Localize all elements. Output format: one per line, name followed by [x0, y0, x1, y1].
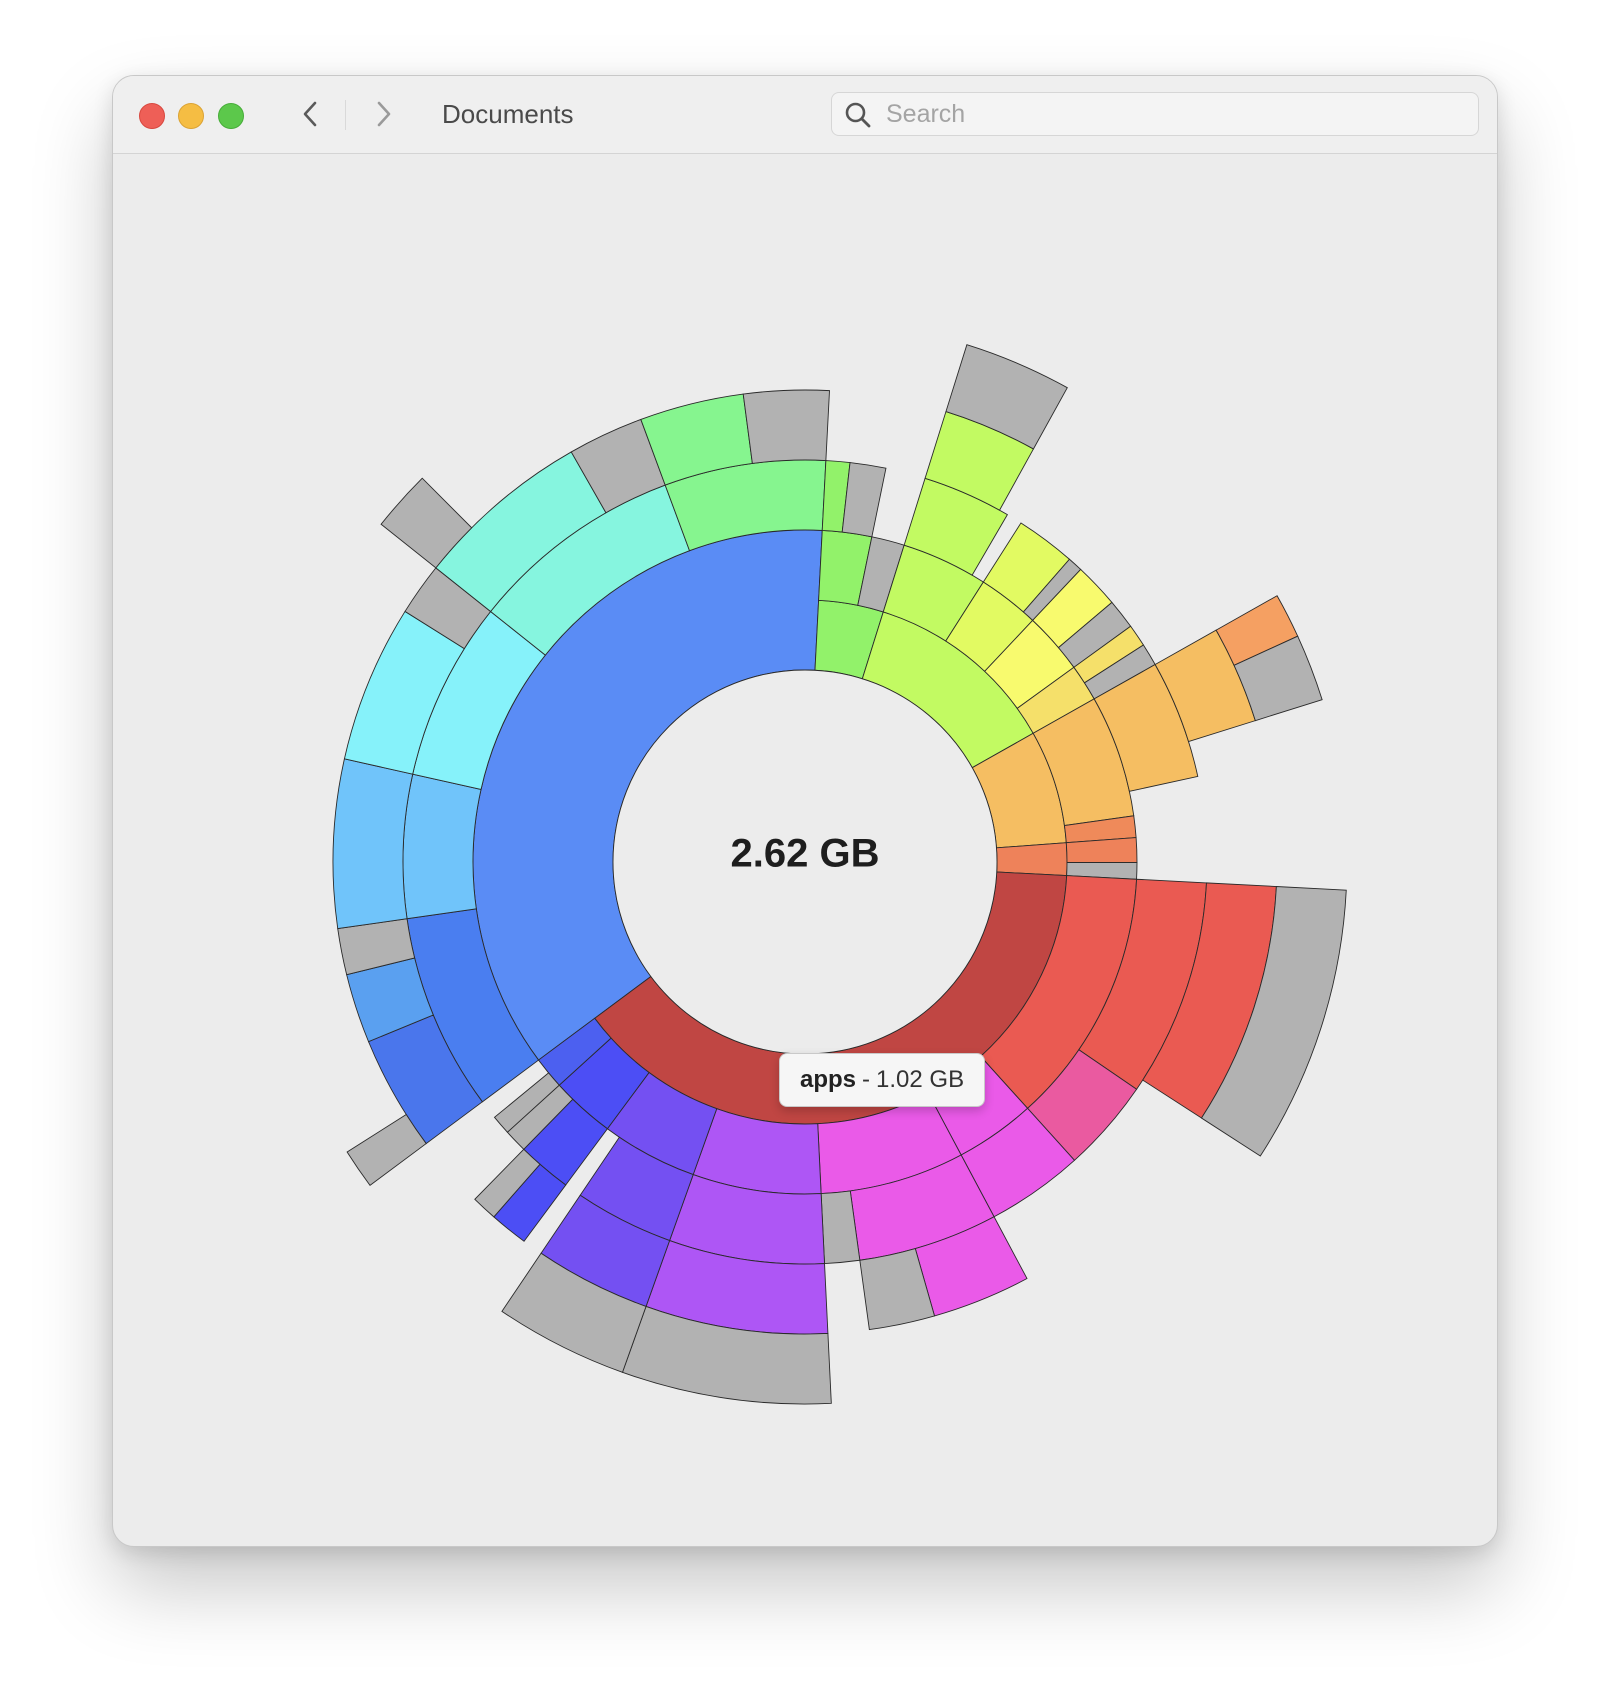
total-size-label: 2.62 GB [730, 831, 880, 876]
segment-13[interactable] [380, 477, 473, 569]
chevron-left-icon [303, 101, 317, 127]
content-area: 2.62 GB apps - 1.02 GB [113, 154, 1497, 1546]
segment-3[interactable] [346, 1113, 427, 1186]
close-button[interactable] [139, 103, 165, 129]
zoom-button[interactable] [218, 103, 244, 129]
search-input[interactable] [884, 97, 1468, 131]
app-window: Documents 2.62 GB apps - 1.02 GB [112, 75, 1498, 1547]
hover-tooltip: apps - 1.02 GB [779, 1053, 986, 1107]
sunburst-chart [332, 344, 1347, 1405]
segment-73[interactable] [493, 1072, 560, 1133]
tooltip-separator: - [862, 1066, 871, 1093]
search-icon [845, 102, 871, 128]
back-button[interactable] [292, 96, 328, 132]
title-bar: Documents [113, 76, 1497, 154]
segment-21[interactable] [841, 462, 887, 538]
minimize-button[interactable] [178, 103, 204, 129]
segment-6[interactable] [402, 773, 482, 920]
segment-17[interactable] [742, 389, 830, 464]
segment-42[interactable] [1233, 635, 1323, 722]
search-field[interactable] [831, 92, 1479, 136]
segment-44[interactable] [995, 842, 1068, 877]
chevron-right-icon [377, 101, 391, 127]
nav-separator [345, 100, 346, 130]
window-title: Documents [442, 99, 574, 129]
segment-7[interactable] [332, 758, 414, 930]
segment-66[interactable] [501, 1252, 647, 1373]
segment-50[interactable] [1200, 886, 1347, 1157]
segment-27[interactable] [945, 344, 1068, 450]
tooltip-size: 1.02 GB [876, 1066, 965, 1093]
tooltip-name: apps [800, 1066, 857, 1093]
forward-button[interactable] [366, 96, 402, 132]
